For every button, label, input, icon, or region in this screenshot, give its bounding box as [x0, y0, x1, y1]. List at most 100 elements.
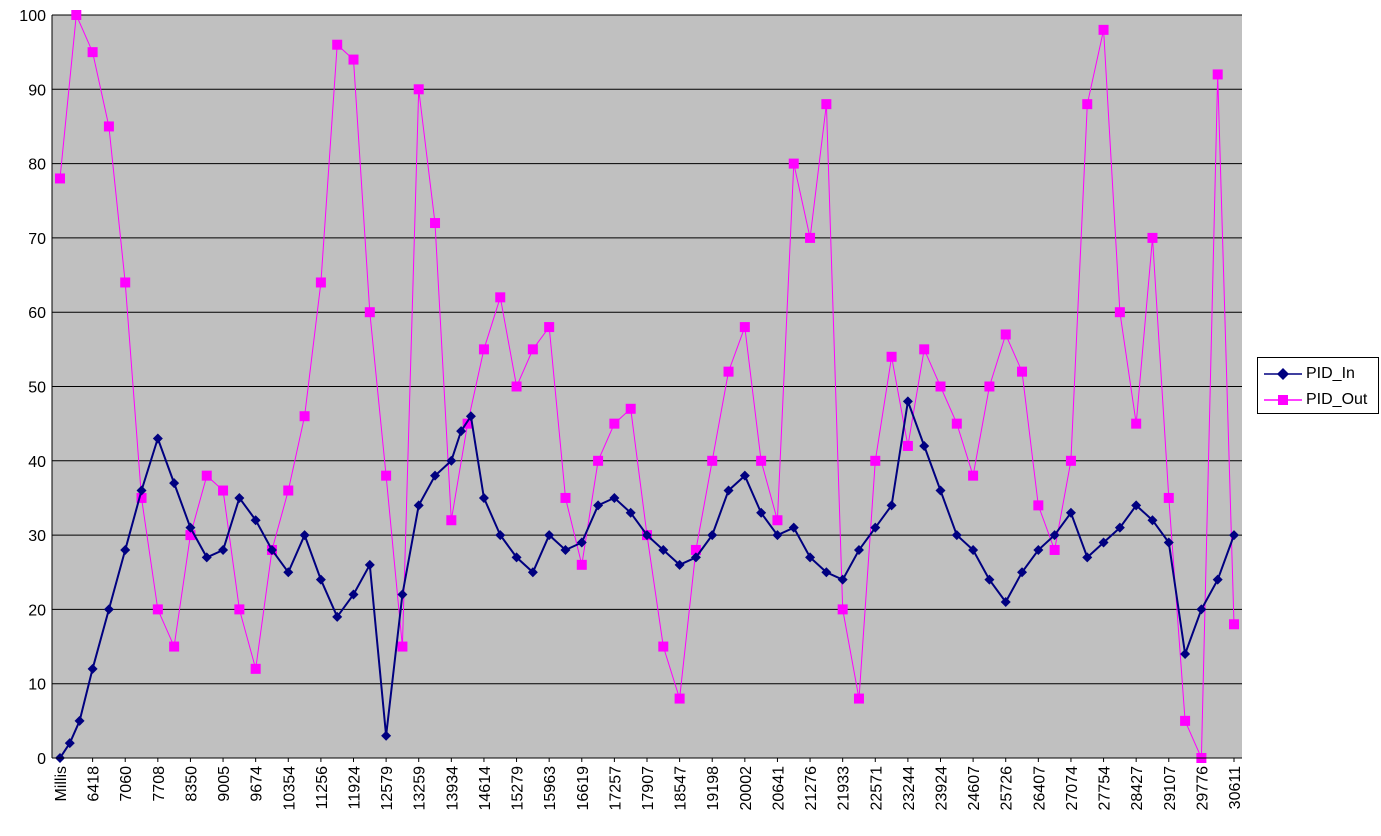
- data-point-pid-out: [560, 492, 571, 503]
- data-point-pid-out: [968, 470, 979, 481]
- data-point-pid-out: [381, 470, 392, 481]
- data-point-pid-out: [136, 492, 147, 503]
- data-point-pid-in: [853, 544, 864, 555]
- data-point-pid-in: [723, 485, 734, 496]
- x-tick-label: 11924: [347, 766, 364, 809]
- data-point-pid-in: [625, 507, 636, 518]
- data-point-pid-in: [674, 559, 685, 570]
- data-point-pid-out: [185, 530, 196, 541]
- data-point-pid-out: [478, 344, 489, 355]
- data-point-pid-out: [919, 344, 930, 355]
- x-tick-label: 13259: [412, 766, 429, 811]
- data-point-pid-out: [788, 158, 799, 169]
- data-point-pid-in: [984, 574, 995, 585]
- data-point-pid-out: [332, 39, 343, 50]
- y-tick-label: 30: [28, 528, 46, 545]
- data-point-pid-out: [1017, 366, 1028, 377]
- y-tick-label: 40: [28, 454, 46, 471]
- data-point-pid-out: [1163, 492, 1174, 503]
- data-point-pid-in: [169, 478, 180, 489]
- y-tick-label: 50: [28, 380, 46, 397]
- data-point-pid-out: [805, 232, 816, 243]
- x-tick-label: 29107: [1162, 766, 1179, 811]
- x-tick-label: 19198: [705, 766, 722, 811]
- data-point-pid-out: [886, 351, 897, 362]
- data-point-pid-in: [1229, 530, 1239, 541]
- legend-item-pid-out: PID_Out: [1258, 390, 1380, 410]
- data-point-pid-in: [103, 604, 114, 615]
- y-axis-tick-labels: 0 10 20 30 40 50 60 70 80 90 100: [19, 8, 46, 768]
- data-point-pid-out: [853, 693, 864, 704]
- y-tick-label: 100: [19, 8, 46, 25]
- data-point-pid-in: [919, 440, 930, 451]
- data-point-pid-out: [1114, 307, 1125, 318]
- x-tick-label: 22571: [868, 766, 885, 811]
- chart-legend: PID_In PID_Out: [1257, 357, 1379, 414]
- data-point-pid-out: [658, 641, 669, 652]
- x-tick-label: 6418: [86, 766, 103, 802]
- data-point-pid-out: [348, 54, 359, 65]
- data-point-pid-in: [478, 492, 489, 503]
- x-tick-label: 29776: [1194, 766, 1211, 811]
- data-point-pid-out: [1180, 715, 1191, 726]
- data-point-pid-out: [495, 292, 506, 303]
- data-point-pid-in: [152, 433, 163, 444]
- data-point-pid-out: [511, 381, 522, 392]
- x-tick-label: 17257: [607, 766, 624, 811]
- x-tick-label: 27074: [1064, 766, 1081, 811]
- data-point-pid-out: [739, 322, 750, 333]
- data-point-pid-out: [250, 663, 261, 674]
- data-point-pid-out: [837, 604, 848, 615]
- data-point-pid-in: [364, 559, 375, 570]
- data-point-pid-in: [805, 552, 816, 563]
- x-tick-label: 10354: [281, 766, 298, 811]
- data-point-pid-in: [658, 544, 669, 555]
- data-point-pid-out: [315, 277, 326, 288]
- data-point-pid-out: [1000, 329, 1011, 340]
- data-point-pid-in: [1131, 500, 1142, 511]
- data-point-pid-out: [593, 455, 604, 466]
- data-point-pid-out: [1049, 544, 1060, 555]
- data-point-pid-out: [397, 641, 408, 652]
- data-point-pid-out: [152, 604, 163, 615]
- data-point-pid-out: [364, 307, 375, 318]
- data-point-pid-in: [87, 663, 98, 674]
- data-point-pid-in: [381, 730, 392, 741]
- data-point-pid-in: [821, 567, 832, 578]
- x-tick-label: 17907: [640, 766, 657, 811]
- data-point-pid-in: [576, 537, 587, 548]
- data-point-pid-in: [788, 522, 799, 533]
- x-tick-label: 28427: [1129, 766, 1146, 811]
- data-point-pid-in: [1017, 567, 1028, 578]
- data-point-pid-in: [642, 530, 652, 541]
- data-point-pid-in: [1147, 515, 1158, 526]
- data-point-pid-in: [1049, 530, 1060, 541]
- data-point-pid-in: [1114, 522, 1125, 533]
- data-point-pid-in: [495, 530, 506, 541]
- data-point-pid-out: [1229, 619, 1239, 630]
- x-tick-label: 25726: [999, 766, 1016, 811]
- data-point-pid-in: [234, 492, 245, 503]
- data-point-pid-in: [413, 500, 424, 511]
- data-point-pid-in: [902, 396, 913, 407]
- y-tick-label: 10: [28, 677, 46, 694]
- data-point-pid-out: [55, 173, 65, 184]
- x-tick-label: 23244: [901, 766, 918, 811]
- x-tick-label: 11256: [314, 766, 331, 809]
- data-point-pid-in: [756, 507, 767, 518]
- data-point-pid-out: [1212, 69, 1223, 80]
- x-tick-label: 12579: [379, 766, 396, 811]
- data-point-pid-in: [511, 552, 522, 563]
- data-point-pid-in: [218, 544, 229, 555]
- data-point-pid-in: [886, 500, 897, 511]
- data-point-pid-in: [739, 470, 750, 481]
- data-point-pid-out: [674, 693, 685, 704]
- data-point-pid-out: [756, 455, 767, 466]
- x-axis-tick-labels: Millis 6418 7060 7708 8350 9005 9674 10354 11256…: [53, 758, 1244, 811]
- data-point-pid-out: [870, 455, 881, 466]
- data-point-pid-out: [527, 344, 538, 355]
- data-point-pid-out: [984, 381, 995, 392]
- x-tick-label: Millis: [53, 766, 70, 802]
- data-point-pid-in: [465, 411, 476, 422]
- data-point-pid-in: [870, 522, 881, 533]
